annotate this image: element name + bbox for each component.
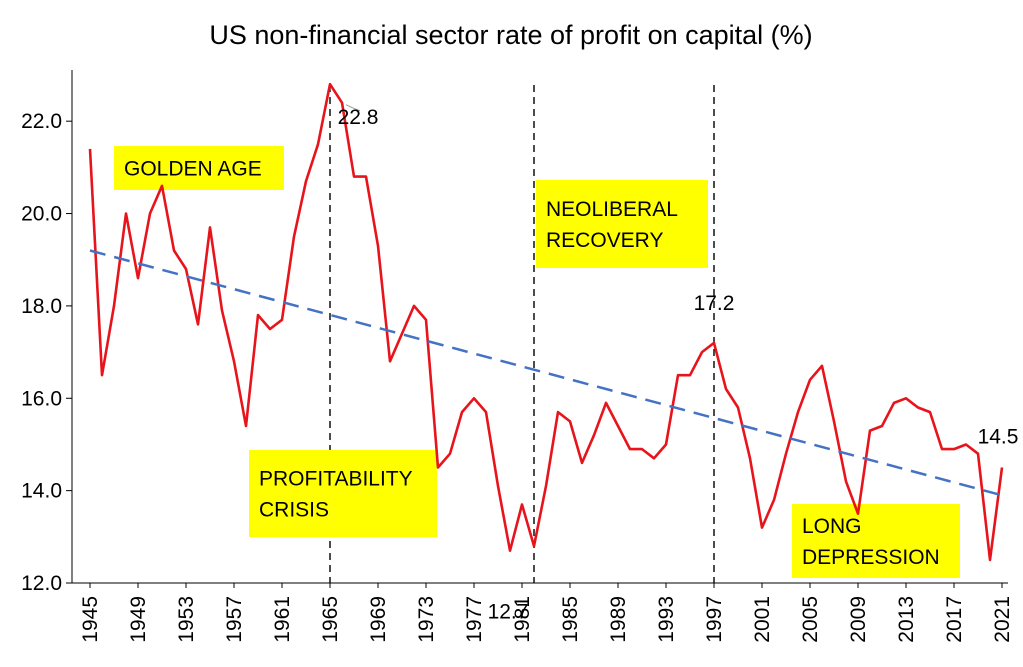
x-tick-label: 1977 (463, 596, 486, 643)
data-annotations: 22.8 12.7 17.2 14.5 (338, 104, 1019, 624)
period-label: PROFITABILITY CRISIS (249, 450, 437, 537)
y-tick-label: 12.0 (21, 572, 62, 595)
profit-rate-line (88, 82, 1004, 562)
period-label: GOLDEN AGE (114, 146, 284, 190)
x-tick-label: 2005 (799, 596, 822, 643)
y-tick-label: 18.0 (21, 295, 62, 318)
y-tick-label: 22.0 (21, 110, 62, 133)
period-label: NEOLIBERAL RECOVERY (536, 180, 708, 268)
x-tick-label: 2017 (943, 596, 966, 643)
x-tick-label: 2021 (991, 596, 1014, 643)
x-axis: 1945 1949 1953 1957 1961 1965 1969 1973 1977 1981… (72, 582, 1014, 643)
data-annotation: 14.5 (978, 426, 1019, 449)
data-annotation: 22.8 (338, 106, 379, 129)
period-label-text: GOLDEN AGE (124, 158, 262, 181)
x-tick-label: 2013 (895, 596, 918, 643)
series-group (88, 82, 1004, 562)
annotation-leader (345, 104, 361, 112)
x-tick-label: 1997 (703, 596, 726, 643)
y-tick-label: 14.0 (21, 480, 62, 503)
x-tick-label: 1989 (607, 596, 630, 643)
x-tick-label: 1993 (655, 596, 678, 643)
period-label-text: RECOVERY (546, 229, 663, 252)
x-tick-label: 1981 (511, 596, 534, 643)
x-tick-label: 1957 (223, 596, 246, 643)
period-label-box (792, 504, 960, 578)
trend-line (89, 249, 1003, 497)
period-label: LONG DEPRESSION (792, 504, 960, 578)
x-tick-label: 2001 (751, 596, 774, 643)
period-label-text: CRISIS (259, 499, 329, 522)
x-tick-label: 1973 (415, 596, 438, 643)
x-tick-label: 1949 (127, 596, 150, 643)
period-labels: GOLDEN AGE NEOLIBERAL RECOVERY PROFITABILIT… (114, 146, 960, 578)
x-tick-label: 1945 (79, 596, 102, 643)
period-label-text: LONG (802, 515, 862, 538)
period-label-box (249, 450, 437, 537)
period-label-text: DEPRESSION (802, 546, 940, 569)
chart-title: US non-financial sector rate of profit o… (209, 20, 812, 50)
y-tick-label: 16.0 (21, 387, 62, 410)
x-tick-label: 1965 (319, 596, 342, 643)
data-annotation: 12.7 (488, 601, 529, 624)
y-tick-label: 20.0 (21, 203, 62, 226)
period-label-text: NEOLIBERAL (546, 198, 678, 221)
x-tick-label: 1969 (367, 596, 390, 643)
period-label-text: PROFITABILITY (259, 468, 413, 491)
period-label-box (114, 146, 284, 190)
period-label-box (536, 180, 708, 268)
x-tick-label: 1985 (559, 596, 582, 643)
y-axis: 12.0 14.0 16.0 18.0 20.0 22.0 (21, 70, 73, 595)
x-tick-label: 1953 (175, 596, 198, 643)
x-tick-label: 2009 (847, 596, 870, 643)
data-annotation: 17.2 (694, 292, 735, 315)
x-tick-label: 1961 (271, 596, 294, 643)
